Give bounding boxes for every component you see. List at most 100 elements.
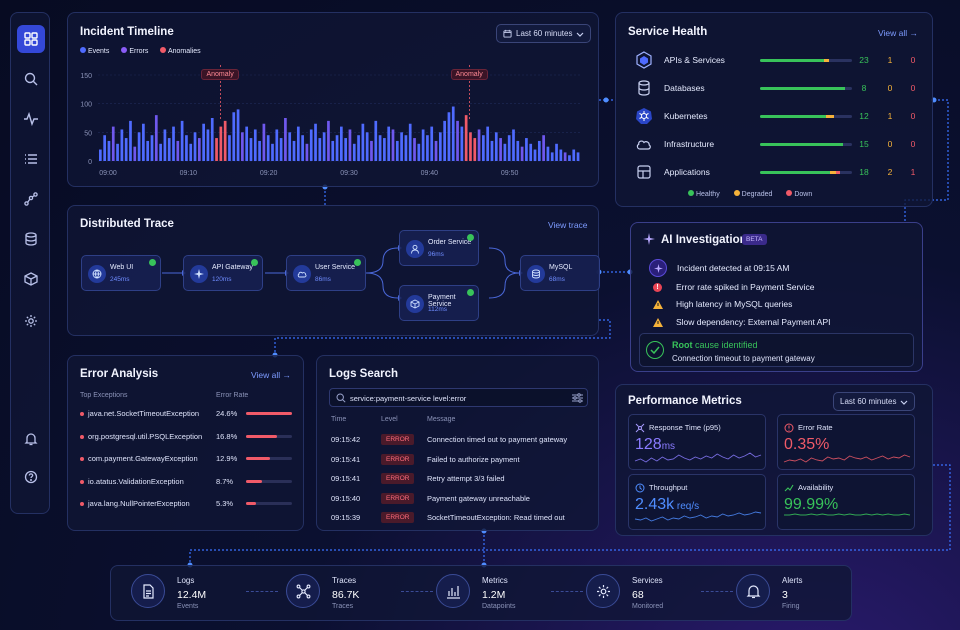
timeline-bar [150,135,154,161]
exception-row[interactable]: com.payment.GatewayException 12.9% [80,454,295,466]
exception-row[interactable]: java.net.SocketTimeoutException 24.6% [80,409,295,421]
root-cause-card[interactable]: Root cause identified Connection timeout… [639,333,914,367]
healthy-count: 8 [861,83,867,93]
summary-value: 12.4M [177,589,207,601]
legend-anomalies: Anomalies [160,47,201,55]
database-icon[interactable] [17,225,45,253]
log-message: SocketTimeoutException: Read timed out [427,513,565,522]
col-message: Message [427,416,456,423]
trace-node-order-service[interactable]: Order Service 96ms [399,230,479,266]
health-bar-healthy [760,115,827,118]
log-row[interactable]: 09:15:41 ERROR Retry attempt 3/3 failed [331,473,593,487]
timeline-bar [486,126,490,161]
exception-row[interactable]: org.postgresql.util.PSQLException 16.8% [80,432,295,444]
log-row[interactable]: 09:15:40 ERROR Payment gateway unreachab… [331,492,593,507]
health-row[interactable]: Infrastructure 15 0 0 [634,135,924,153]
dashboard-icon[interactable] [17,25,45,53]
ai-investigation-panel: AI Investigation BETA Incident detected … [630,222,923,372]
finding-row: High latency in MySQL queries [653,299,792,309]
search-icon[interactable] [17,65,45,93]
log-search-input[interactable] [350,392,560,404]
health-row[interactable]: Kubernetes 12 1 0 [634,107,924,125]
metric-label: Response Time (p95) [649,423,721,432]
timeline-bar [292,140,296,161]
time-range-dropdown[interactable]: Last 60 minutes [833,392,916,411]
view-all-link[interactable]: View all → [251,370,292,380]
timeline-bar [99,149,102,161]
database-icon [527,265,545,283]
metric-value: 2.43k req/s [635,496,700,513]
metric-card[interactable]: Response Time (p95) 128ms [628,414,766,470]
health-row[interactable]: Applications 18 2 1 [634,163,924,181]
legend-healthy: Healthy [688,190,720,198]
health-row[interactable]: Databases 8 0 0 [634,79,924,97]
timeline-bar [361,123,365,161]
x-tick-label: 09:50 [501,170,519,177]
legend-degraded: Degraded [733,190,772,198]
sparkle-icon [643,233,655,245]
graph-icon[interactable] [17,185,45,213]
person-icon [406,240,424,258]
bell-icon[interactable] [17,425,45,453]
timeline-bar [387,126,391,161]
log-row[interactable]: 09:15:39 ERROR SocketTimeoutException: R… [331,512,593,526]
timeline-bar [426,135,429,161]
error-rate-bar [246,479,292,483]
timeline-bar [189,143,193,161]
trace-node-payment-service[interactable]: Payment Service 112ms [399,285,479,321]
metric-card[interactable]: Availability 99.99% [777,474,915,530]
exception-row[interactable]: java.lang.NullPointerException 5.3% [80,499,295,511]
settings-icon[interactable] [17,307,45,335]
legend-errors: Errors [121,47,148,55]
trace-node-user-service[interactable]: User Service 86ms [286,255,366,291]
health-row[interactable]: APIs & Services 23 1 0 [634,51,924,69]
metric-card[interactable]: Error Rate 0.35% [777,414,915,470]
x-tick-label: 09:00 [99,170,117,177]
list-icon[interactable] [17,145,45,173]
cube-icon[interactable] [17,265,45,293]
healthy-count: 12 [859,111,869,121]
time-range-dropdown[interactable]: Last 60 minutes [496,24,592,43]
log-row[interactable]: 09:15:42 ERROR Connection timed out to p… [331,434,593,448]
trace-node-api-gateway[interactable]: API Gateway 120ms [183,255,263,291]
timeline-bar [137,132,141,161]
log-time: 09:15:41 [331,474,361,483]
error-rate-fill [246,502,257,505]
view-all-link[interactable]: View all → [878,28,919,38]
timeline-bar [469,132,472,161]
error-icon: ! [653,282,662,292]
help-icon[interactable] [17,463,45,491]
timeline-bar [572,149,576,161]
panel-title: Service Health [628,26,708,38]
health-bar-healthy [760,143,843,146]
timeline-bar [154,115,158,161]
health-bar-degraded [829,171,837,174]
view-trace-link[interactable]: View trace [548,220,588,230]
timeline-bar [116,143,119,161]
timeline-bar [417,143,421,161]
throughput-icon [635,483,645,493]
service-name: APIs & Services [664,55,725,65]
timeline-bar [296,126,300,161]
trace-node-mysql[interactable]: MySQL 68ms [520,255,600,291]
metric-card[interactable]: Throughput 2.43k req/s [628,474,766,530]
log-row[interactable]: 09:15:41 ERROR Failed to authorize payme… [331,453,593,468]
distributed-trace-panel: Distributed Trace View trace Web UI 245m… [67,205,600,336]
timeline-bar [507,135,511,161]
bell-icon [736,574,770,608]
health-bar-healthy [760,171,830,174]
down-count: 1 [910,167,916,177]
trace-node-web-ui[interactable]: Web UI 245ms [81,255,161,291]
filter-icon[interactable] [572,393,583,403]
metric-value: 99.99% [784,496,839,513]
activity-icon[interactable] [17,105,45,133]
timeline-bar [322,132,326,161]
exception-row[interactable]: io.atatus.ValidationException 8.7% [80,477,295,489]
cloud-icon [293,265,311,283]
timeline-bar [512,129,515,161]
log-message: Failed to authorize payment [427,454,520,464]
timeline-bar [477,129,481,161]
log-search-box[interactable] [329,388,588,407]
ai-brain-icon [649,259,667,277]
kubernetes-icon [636,108,652,124]
